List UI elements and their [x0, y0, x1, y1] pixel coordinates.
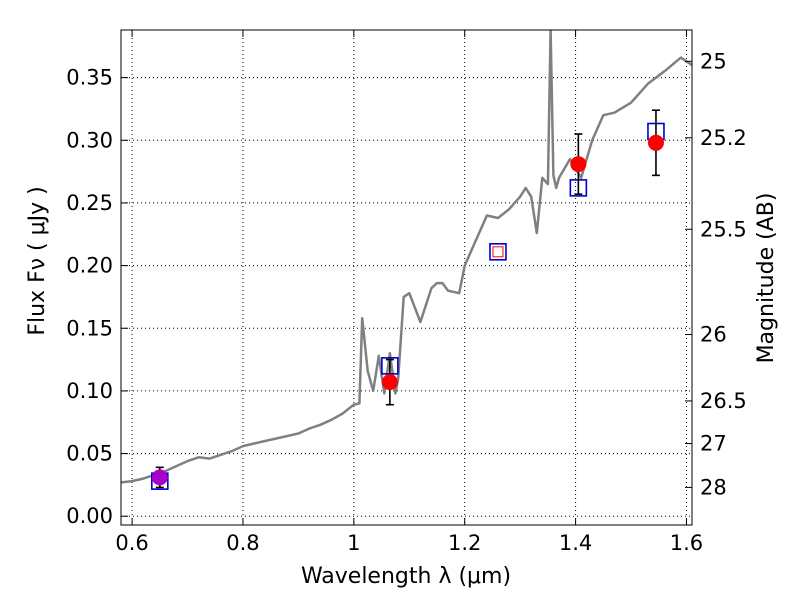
y-tick-label: 0.10: [66, 379, 113, 403]
tick-layer: 0.6 0.8 1 1.2 1.4 1.6 0.00 0.05 0.10 0.15 0.20 0.25…: [66, 30, 747, 555]
magnitude-tick-label: 25.5: [700, 217, 747, 241]
x-tick-label: 1: [347, 531, 360, 555]
x-tick-label: 0.6: [115, 531, 148, 555]
plot-frame: [120, 29, 693, 526]
y-axis-label: Flux Fν ( μJy ): [25, 186, 50, 335]
x-tick-label: 1.6: [670, 531, 703, 555]
y-tick-label: 0.05: [66, 442, 113, 466]
magnitude-tick-label: 26.5: [700, 389, 747, 413]
observed-point: [151, 469, 168, 486]
marker-layer: [151, 109, 665, 490]
x-tick-label: 1.2: [448, 531, 481, 555]
magnitude-tick-label: 25.2: [700, 126, 747, 150]
observed-point: [570, 156, 587, 173]
magnitude-tick-label: 26: [700, 323, 727, 347]
model-square: [489, 243, 507, 261]
magnitude-tick-label: 25: [700, 49, 727, 73]
y-tick-label: 0.25: [66, 191, 113, 215]
spectrum-line: [121, 30, 692, 484]
y-tick-label: 0.15: [66, 316, 113, 340]
observed-point: [381, 374, 398, 391]
y-tick-label: 0.30: [66, 128, 113, 152]
right-axis-label: Magnitude (AB): [754, 193, 779, 364]
x-tick-label: 0.8: [226, 531, 259, 555]
y-tick-label: 0.35: [66, 66, 113, 90]
model-square-inner: [492, 246, 504, 258]
grid-layer: [121, 30, 692, 525]
x-tick-label: 1.4: [559, 531, 592, 555]
magnitude-tick-label: 27: [700, 432, 727, 456]
y-tick-label: 0.20: [66, 254, 113, 278]
spectrum-layer: [121, 30, 692, 484]
y-tick-label: 0.00: [66, 504, 113, 528]
magnitude-tick-label: 28: [700, 475, 727, 499]
x-axis-label: Wavelength λ (μm): [301, 564, 511, 589]
observed-point: [647, 134, 664, 151]
